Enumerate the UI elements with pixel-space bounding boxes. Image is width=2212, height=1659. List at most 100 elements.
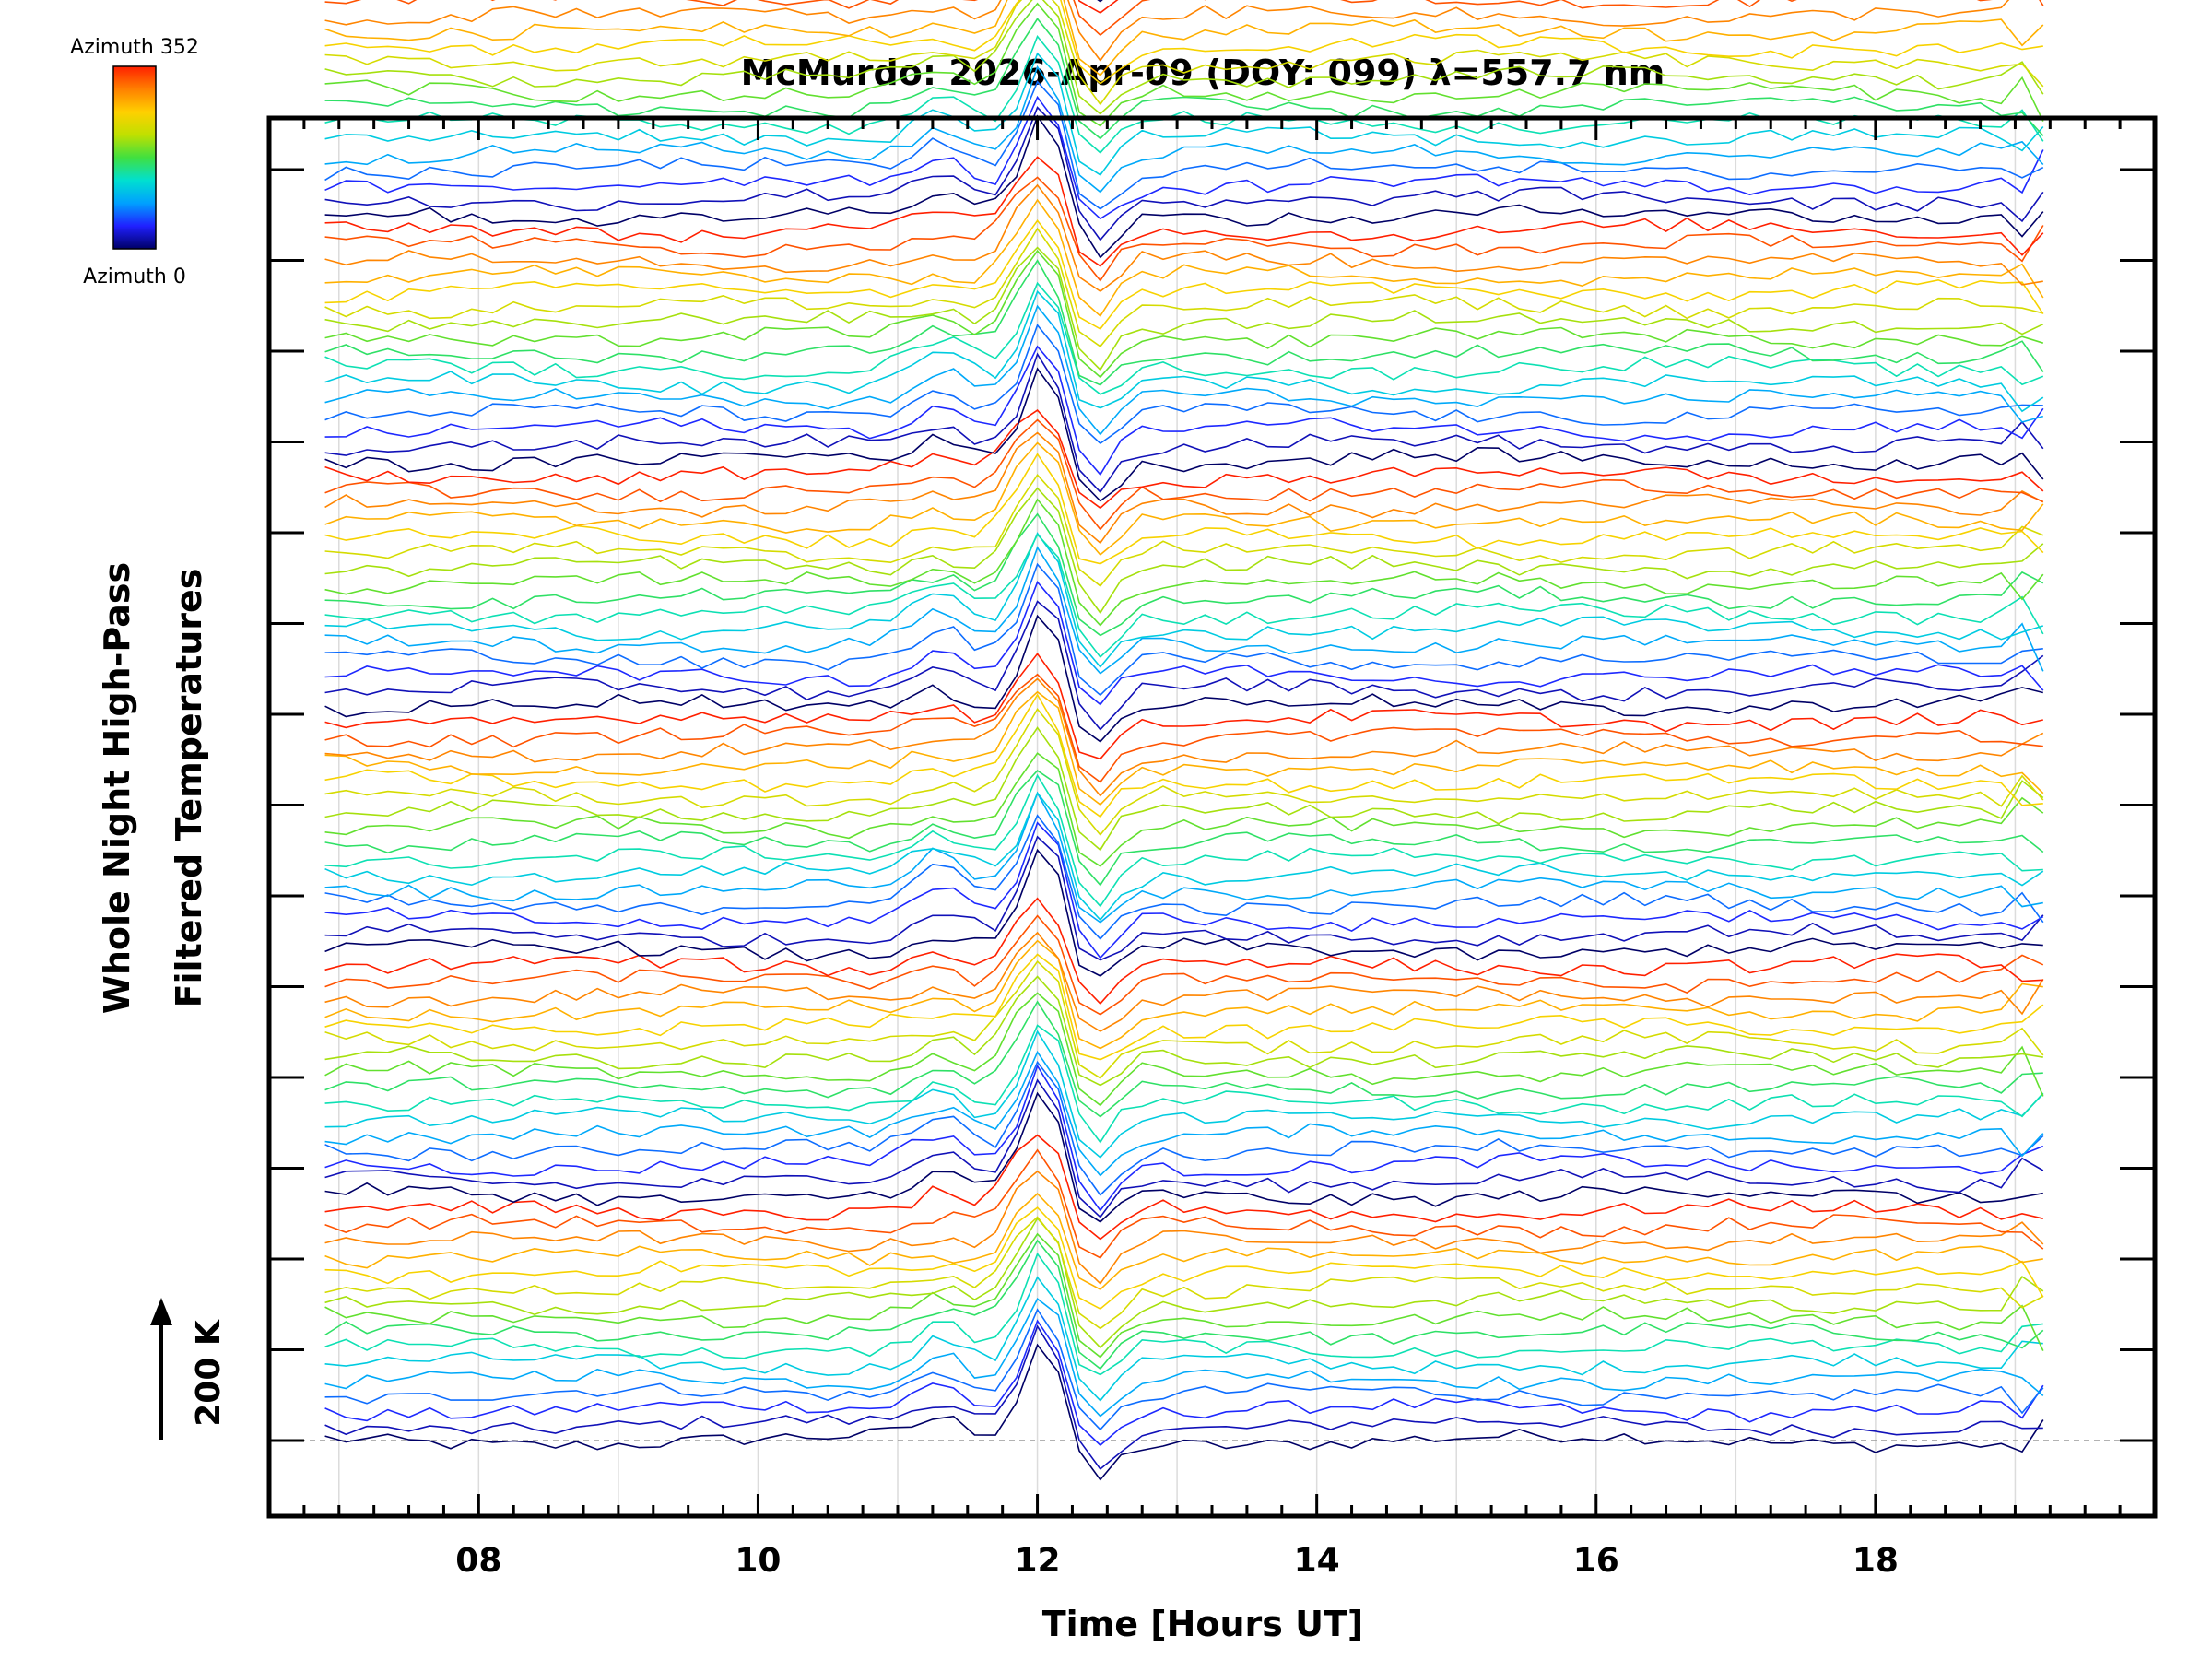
colorbar-gradient bbox=[112, 65, 157, 250]
trace-line bbox=[324, 418, 2044, 531]
trace-line bbox=[324, 1060, 2044, 1196]
trace-line bbox=[324, 1091, 2043, 1223]
trace-line bbox=[324, 975, 2043, 1087]
trace-line bbox=[324, 677, 2044, 797]
trace-line bbox=[324, 324, 2043, 445]
trace-line bbox=[324, 752, 2044, 867]
trace-line bbox=[324, 65, 2044, 194]
trace-line bbox=[324, 770, 2044, 887]
trace-line bbox=[324, 487, 2044, 615]
x-tick-label: 14 bbox=[1294, 1542, 1340, 1580]
trace-line bbox=[324, 580, 2044, 706]
trace-line bbox=[324, 546, 2044, 675]
trace-line bbox=[324, 1050, 2044, 1177]
trace-line bbox=[324, 1297, 2044, 1418]
trace-line bbox=[324, 156, 2044, 267]
trace-line bbox=[324, 953, 2044, 1061]
trace-line bbox=[324, 1206, 2044, 1311]
scale-indicator: 200 K bbox=[150, 1298, 228, 1440]
trace-line bbox=[324, 1078, 2044, 1218]
x-tick-label: 16 bbox=[1573, 1542, 1619, 1580]
trace-line bbox=[324, 814, 2044, 940]
trace-line bbox=[324, 791, 2043, 924]
trace-line bbox=[324, 0, 2010, 62]
trace-line bbox=[324, 441, 2044, 557]
trace-line bbox=[324, 1319, 2044, 1447]
temperature-traces bbox=[324, 0, 2044, 1481]
trace-line bbox=[324, 2, 2044, 127]
trace-line bbox=[324, 409, 2044, 510]
trace-line bbox=[324, 473, 2044, 587]
trace-line bbox=[324, 0, 2043, 85]
trace-line bbox=[324, 1239, 2044, 1371]
trace-line bbox=[324, 512, 2044, 637]
trace-line bbox=[324, 1308, 2044, 1431]
trace-line bbox=[324, 726, 2044, 852]
trace-line bbox=[324, 95, 2044, 220]
trace-line bbox=[324, 52, 2044, 176]
scale-label: 200 K bbox=[190, 1319, 228, 1427]
scale-arrowhead bbox=[150, 1298, 172, 1325]
x-tick-label: 08 bbox=[455, 1542, 501, 1580]
trace-line bbox=[324, 707, 2044, 836]
trace-line bbox=[324, 1192, 2043, 1290]
trace-line bbox=[324, 600, 2044, 731]
trace-line bbox=[324, 176, 2044, 282]
trace-line bbox=[324, 562, 2043, 697]
trace-line bbox=[324, 897, 2043, 1006]
trace-line bbox=[324, 1030, 2044, 1159]
trace-line bbox=[324, 304, 2044, 436]
trace-line bbox=[324, 914, 2044, 1016]
trace-line bbox=[324, 0, 2044, 37]
trace-line bbox=[324, 652, 2043, 760]
trace-line bbox=[324, 289, 2044, 413]
trace-line bbox=[324, 114, 2044, 259]
trace-line bbox=[324, 1217, 2044, 1349]
trace-line bbox=[324, 773, 2043, 908]
plot-frame bbox=[266, 115, 2158, 1519]
trace-line bbox=[324, 533, 2044, 658]
trace-line bbox=[324, 791, 2044, 922]
trace-line bbox=[324, 848, 2043, 977]
trace-line bbox=[324, 1170, 2044, 1285]
trace-line bbox=[324, 1276, 2043, 1402]
trace-line bbox=[324, 835, 2044, 961]
y-axis-label-line2: Filtered Temperatures bbox=[169, 569, 209, 1008]
trace-line bbox=[324, 0, 2044, 106]
trace-line bbox=[1097, 0, 1103, 3]
y-axis-label-line1: Whole Night High-Pass bbox=[97, 562, 137, 1014]
x-tick-label: 12 bbox=[1015, 1542, 1061, 1580]
axis-ticks bbox=[269, 118, 2157, 1516]
trace-line bbox=[324, 259, 2044, 386]
colorbar-top-label: Azimuth 352 bbox=[70, 36, 199, 59]
trace-line bbox=[324, 0, 2044, 115]
trace-line bbox=[324, 345, 2044, 477]
trace-line bbox=[324, 1064, 2044, 1212]
x-tick-label: 18 bbox=[1853, 1542, 1899, 1580]
chart-title: McMurdo: 2026-Apr-09 (DOY: 099) λ=557.7 … bbox=[741, 53, 1665, 93]
trace-line bbox=[324, 939, 2043, 1050]
trace-line bbox=[324, 1232, 2044, 1359]
trace-line bbox=[324, 1216, 2044, 1330]
trace-line bbox=[324, 80, 2044, 210]
trace-line bbox=[324, 1148, 2044, 1259]
trace-line bbox=[324, 959, 2044, 1079]
trace-line bbox=[324, 498, 2044, 627]
trace-line bbox=[324, 281, 2044, 395]
trace-line bbox=[324, 673, 2043, 783]
trace-line bbox=[324, 431, 2044, 545]
trace-line bbox=[324, 218, 2044, 330]
trace-line bbox=[324, 183, 2043, 292]
grid bbox=[338, 118, 2017, 1516]
colorbar: Azimuth 352 Azimuth 0 bbox=[70, 36, 199, 288]
trace-line bbox=[324, 821, 2044, 959]
trace-line bbox=[324, 246, 2044, 371]
trace-line bbox=[324, 992, 2044, 1107]
trace-line bbox=[324, 1343, 2044, 1481]
x-tick-labels: 08 10 12 14 16 18 bbox=[455, 1542, 1899, 1580]
trace-line bbox=[324, 367, 2044, 502]
trace-line bbox=[324, 453, 2044, 565]
trace-line bbox=[324, 0, 2044, 76]
trace-line bbox=[324, 690, 2044, 806]
